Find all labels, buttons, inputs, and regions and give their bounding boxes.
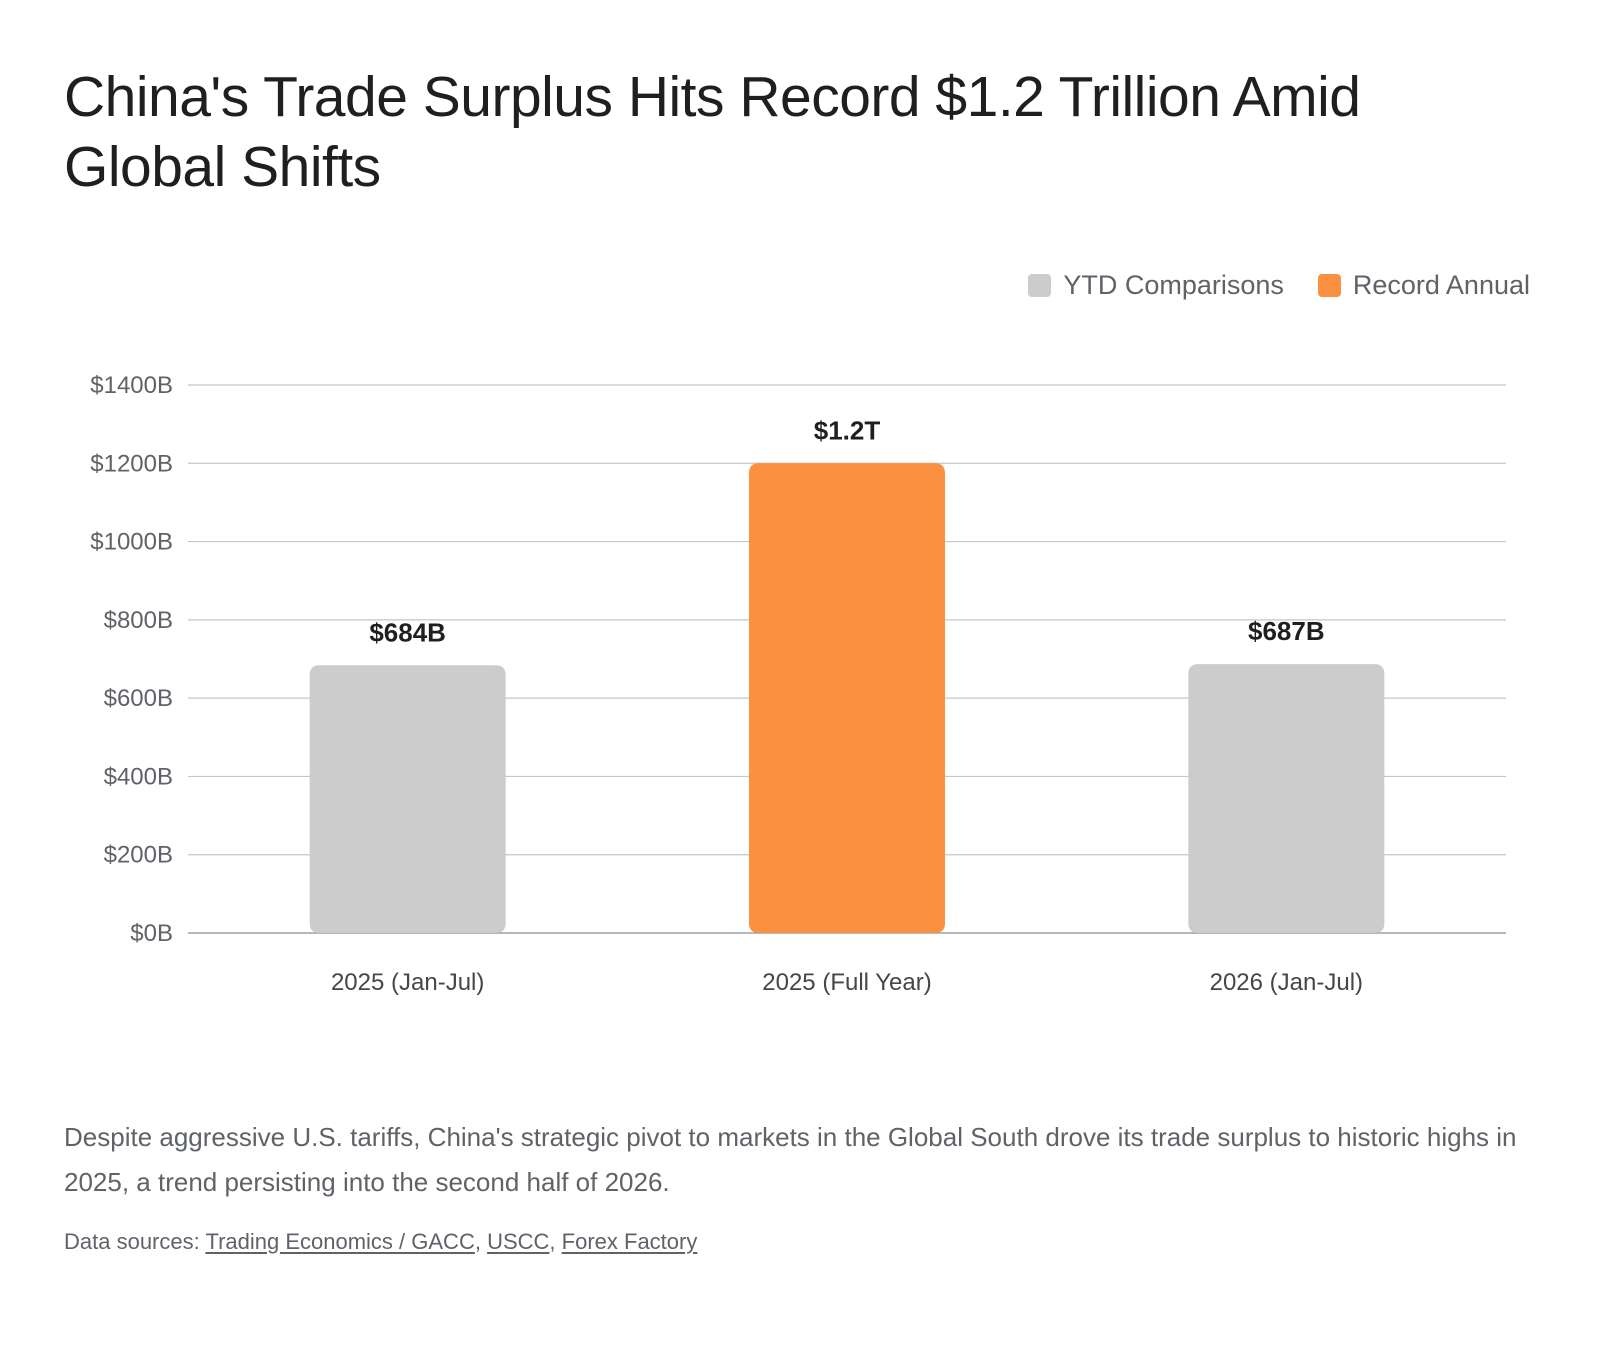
legend-label-record: Record Annual — [1352, 270, 1530, 300]
sources-prefix: Data sources: — [64, 1229, 200, 1254]
y-tick-label: $1000B — [90, 529, 173, 556]
x-tick-label: 2025 (Full Year) — [762, 969, 931, 996]
bar — [1188, 664, 1385, 933]
chart-legend: YTD Comparisons Record Annual — [1028, 270, 1530, 301]
data-label: $684B — [369, 617, 446, 647]
chart-title: China's Trade Surplus Hits Record $1.2 T… — [64, 65, 1361, 199]
legend-label-ytd: YTD Comparisons — [1063, 270, 1284, 300]
chart-description: Despite aggressive U.S. tariffs, China's… — [64, 1122, 1517, 1197]
y-tick-label: $0B — [130, 920, 173, 947]
y-tick-label: $800B — [104, 607, 173, 634]
x-tick-label: 2026 (Jan-Jul) — [1210, 969, 1363, 996]
y-tick-label: $200B — [104, 842, 173, 869]
legend-item-ytd: YTD Comparisons — [1028, 270, 1284, 301]
source-link-uscc[interactable]: USCC — [487, 1229, 550, 1254]
legend-swatch-record — [1317, 274, 1341, 297]
y-tick-label: $600B — [104, 685, 173, 712]
legend-item-record: Record Annual — [1317, 270, 1530, 301]
bar — [309, 665, 506, 933]
data-label: $687B — [1248, 616, 1325, 646]
y-tick-label: $1400B — [90, 372, 173, 399]
data-sources: Data sources: Trading Economics / GACC, … — [64, 1229, 698, 1254]
legend-swatch-ytd — [1028, 274, 1052, 297]
bar — [749, 463, 945, 933]
source-link-trading-economics[interactable]: Trading Economics / GACC — [205, 1229, 475, 1254]
source-link-forex-factory[interactable]: Forex Factory — [561, 1229, 698, 1254]
data-label: $1.2T — [814, 415, 881, 445]
y-tick-label: $400B — [104, 763, 173, 790]
y-tick-label: $1200B — [90, 450, 173, 477]
x-tick-label: 2025 (Jan-Jul) — [331, 969, 484, 996]
